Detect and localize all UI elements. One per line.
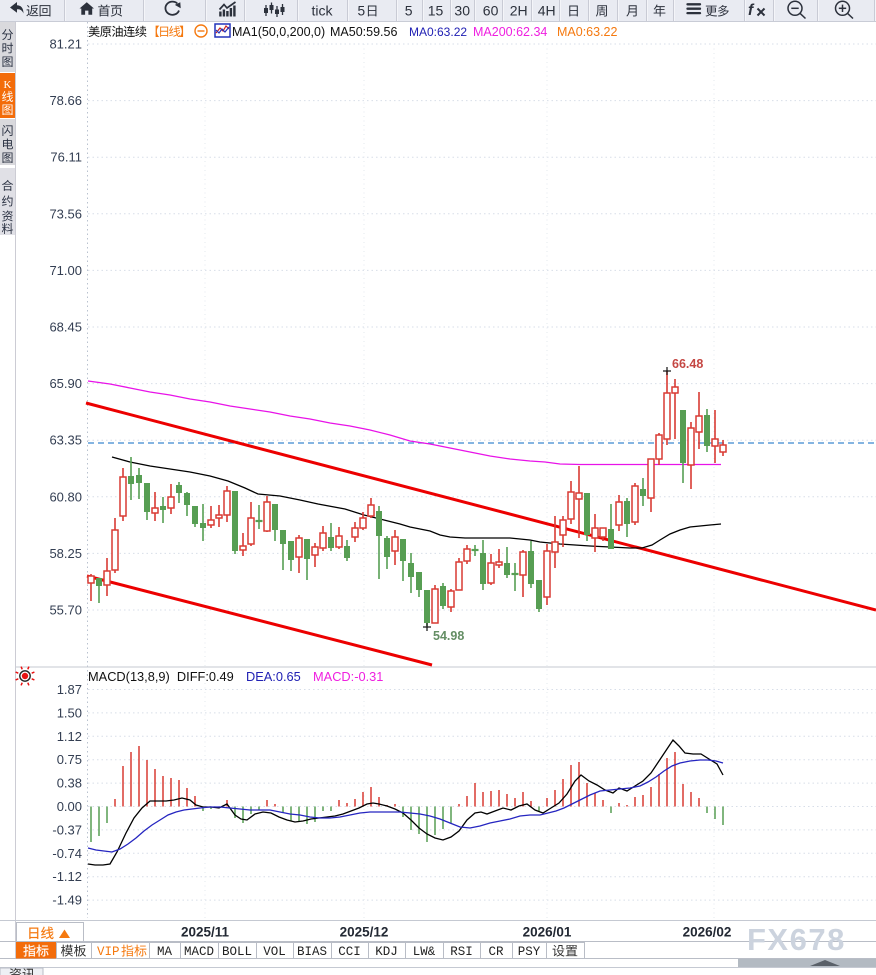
svg-text:0.38: 0.38 <box>57 776 82 791</box>
svg-text:KDJ: KDJ <box>375 945 398 959</box>
svg-text:1.12: 1.12 <box>57 729 82 744</box>
svg-text:MA200:62.34: MA200:62.34 <box>473 25 547 39</box>
svg-text:60: 60 <box>483 3 499 19</box>
svg-text:1.87: 1.87 <box>57 682 82 697</box>
svg-text:76.11: 76.11 <box>50 150 82 165</box>
svg-text:MA: MA <box>157 945 173 959</box>
svg-text:2025/11: 2025/11 <box>181 925 230 940</box>
svg-text:RSI: RSI <box>450 945 473 959</box>
svg-text:MA50:59.56: MA50:59.56 <box>330 25 397 39</box>
svg-text:71.00: 71.00 <box>49 263 82 278</box>
svg-text:MA1(50,0,200,0): MA1(50,0,200,0) <box>232 25 325 39</box>
svg-text:-1.12: -1.12 <box>52 869 82 884</box>
svg-text:MA0:63.22: MA0:63.22 <box>557 25 618 39</box>
svg-text:0.75: 0.75 <box>57 752 82 767</box>
svg-text:VIP: VIP <box>97 945 120 959</box>
svg-text:63.35: 63.35 <box>49 433 82 448</box>
svg-text:VOL: VOL <box>263 945 286 959</box>
svg-text:MACD(13,8,9) DIFF:0.49: MACD(13,8,9) DIFF:0.49 <box>88 669 234 684</box>
svg-text:65.90: 65.90 <box>49 376 82 391</box>
svg-text:FX678: FX678 <box>747 922 846 957</box>
svg-text:MACD:-0.31: MACD:-0.31 <box>313 669 383 684</box>
svg-text:PSY: PSY <box>518 945 541 959</box>
svg-text:66.48: 66.48 <box>672 357 703 371</box>
svg-text:-1.49: -1.49 <box>52 893 82 908</box>
svg-text:1.50: 1.50 <box>57 705 82 720</box>
svg-text:MA0:63.22: MA0:63.22 <box>409 25 467 39</box>
svg-text:2025/12: 2025/12 <box>340 925 389 940</box>
svg-text:60.80: 60.80 <box>49 489 82 504</box>
svg-text:54.98: 54.98 <box>433 629 464 643</box>
svg-text:2H: 2H <box>510 3 528 19</box>
svg-text:2026/01: 2026/01 <box>523 925 572 940</box>
svg-text:73.56: 73.56 <box>49 206 82 221</box>
svg-text:78.66: 78.66 <box>49 93 82 108</box>
svg-text:LW&: LW& <box>413 945 436 959</box>
svg-text:f: f <box>748 2 755 19</box>
svg-text:55.70: 55.70 <box>49 603 82 618</box>
svg-text:4H: 4H <box>538 3 556 19</box>
svg-text:5: 5 <box>358 4 366 19</box>
svg-text:15: 15 <box>428 3 444 19</box>
svg-text:MACD: MACD <box>184 945 214 959</box>
svg-text:0.00: 0.00 <box>57 799 82 814</box>
svg-text:81.21: 81.21 <box>49 37 82 52</box>
svg-text:-0.74: -0.74 <box>52 846 82 861</box>
svg-text:30: 30 <box>454 3 470 19</box>
svg-text:tick: tick <box>312 3 334 19</box>
svg-text:58.25: 58.25 <box>49 546 82 561</box>
svg-text:CCI: CCI <box>338 945 361 959</box>
svg-text:2026/02: 2026/02 <box>683 925 732 940</box>
svg-text:CR: CR <box>488 945 504 959</box>
svg-text:K: K <box>4 79 12 91</box>
svg-text:-0.37: -0.37 <box>52 822 82 837</box>
svg-text:BIAS: BIAS <box>297 945 327 959</box>
svg-text:BOLL: BOLL <box>222 945 252 959</box>
svg-text:68.45: 68.45 <box>49 320 82 335</box>
svg-text:DEA:0.65: DEA:0.65 <box>246 669 301 684</box>
svg-text:5: 5 <box>405 3 413 19</box>
